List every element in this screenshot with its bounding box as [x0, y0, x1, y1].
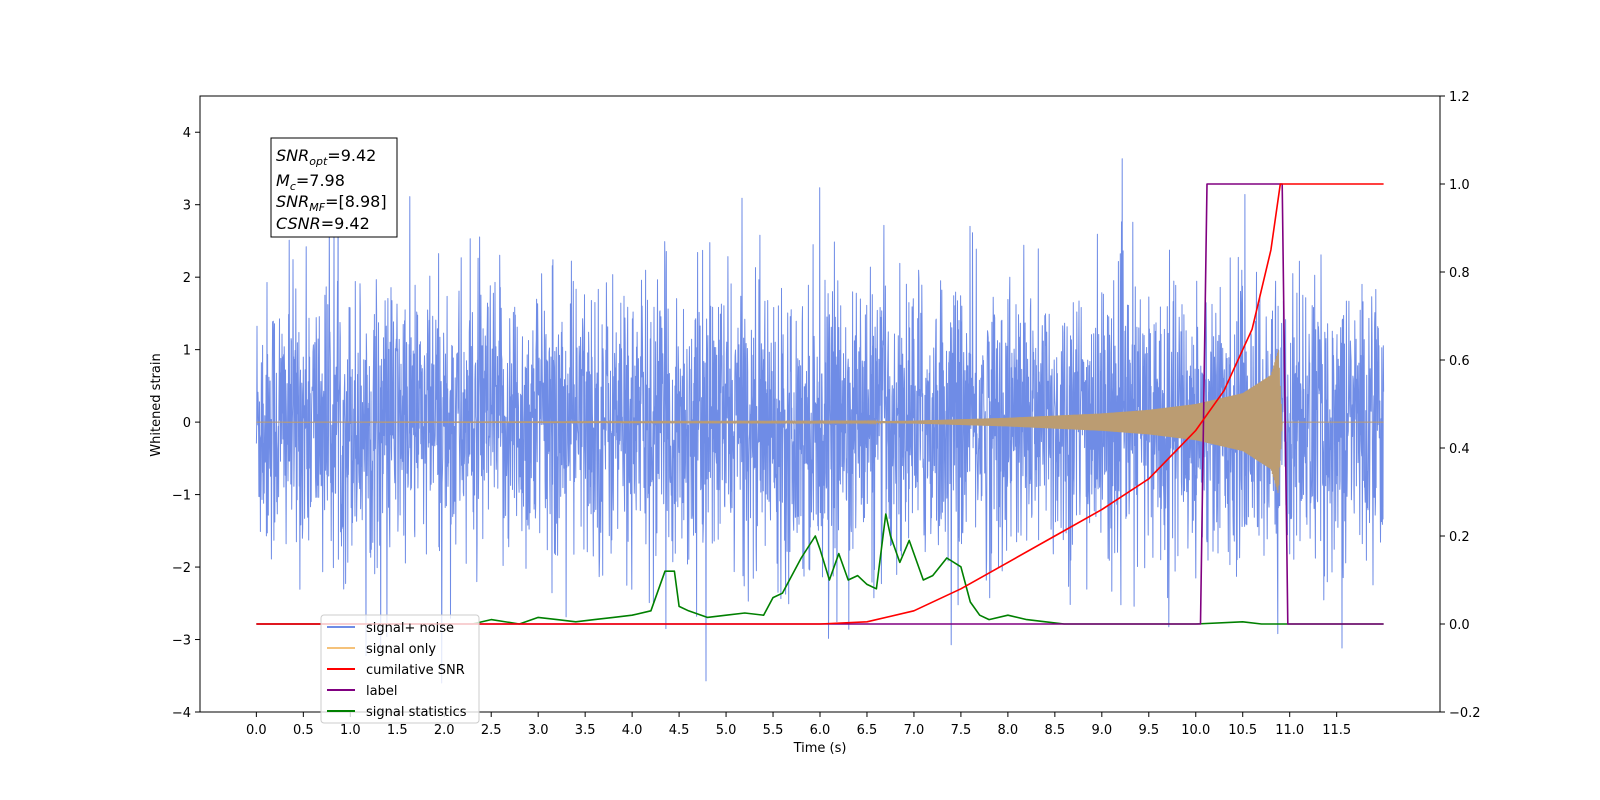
legend-label: cumilative SNR — [366, 663, 465, 678]
x-tick-label: 4.5 — [669, 723, 690, 738]
x-axis-label: Time (s) — [793, 741, 847, 756]
annotation-snr-mf: SNRMF=[8.98] — [276, 192, 387, 214]
x-tick-label: 2.0 — [434, 723, 455, 738]
legend-box — [320, 614, 480, 724]
x-axis: 0.0 0.5 1.0 1.5 2.0 2.5 3.0 3.5 4.0 4.5 5.0 5.5 6.0 6… — [246, 712, 1351, 738]
x-tick-label: 6.0 — [810, 723, 831, 738]
y-left-tick-label: −4 — [172, 706, 191, 721]
y-right-tick-label: 1.0 — [1449, 178, 1470, 193]
x-tick-label: 3.0 — [528, 723, 549, 738]
series-cumulative-snr — [256, 183, 1384, 625]
x-tick-label: 7.0 — [904, 723, 925, 738]
y-left-tick-label: 0 — [183, 416, 191, 431]
legend-label: label — [366, 684, 397, 699]
legend-label: signal+ noise — [366, 621, 454, 636]
legend: signal+ noise signal only cumilative SNR la… — [320, 614, 480, 724]
annotation-box — [270, 137, 398, 238]
x-tick-label: 10.5 — [1228, 723, 1257, 738]
x-tick-label: 8.5 — [1045, 723, 1066, 738]
x-tick-label: 2.5 — [481, 723, 502, 738]
y-axis-label: Whitened strain — [149, 353, 164, 456]
plot-area — [255, 158, 1385, 684]
series-signal-only — [256, 349, 1384, 494]
y-right-tick-label: 0.6 — [1449, 354, 1470, 369]
y-left-tick-label: −2 — [172, 561, 191, 576]
series-label — [256, 183, 1384, 625]
y-left-tick-label: 1 — [183, 344, 191, 359]
legend-label: signal only — [366, 642, 436, 657]
x-tick-label: 1.0 — [340, 723, 361, 738]
x-tick-label: 9.0 — [1091, 723, 1112, 738]
series-signal-statistics — [256, 513, 1384, 625]
series-signal-noise — [255, 158, 1385, 684]
x-tick-label: 10.0 — [1181, 723, 1210, 738]
metrics-annotation: SNRopt=9.42 Mc=7.98 SNRMF=[8.98] CSNR=9.… — [270, 137, 398, 238]
x-tick-label: 5.5 — [763, 723, 784, 738]
x-tick-label: 1.5 — [387, 723, 408, 738]
y-left-tick-label: −3 — [172, 634, 191, 649]
x-tick-label: 11.5 — [1322, 723, 1351, 738]
legend-label: signal statistics — [366, 705, 467, 720]
annotation-csnr: CSNR=9.42 — [276, 214, 370, 233]
y-right-tick-label: 0.0 — [1449, 618, 1470, 633]
y-right-tick-label: −0.2 — [1449, 706, 1481, 721]
x-tick-label: 9.5 — [1138, 723, 1159, 738]
x-tick-label: 0.0 — [246, 723, 267, 738]
y-left-tick-label: −1 — [172, 489, 191, 504]
x-tick-label: 8.0 — [998, 723, 1019, 738]
right-y-axis: −0.2 0.0 0.2 0.4 0.6 0.8 1.0 1.2 — [1440, 90, 1481, 721]
x-tick-label: 6.5 — [857, 723, 878, 738]
x-tick-label: 4.0 — [622, 723, 643, 738]
y-left-tick-label: 3 — [183, 199, 191, 214]
x-tick-label: 7.5 — [951, 723, 972, 738]
y-right-tick-label: 0.2 — [1449, 530, 1470, 545]
y-left-tick-label: 2 — [183, 271, 191, 286]
annotation-mc: Mc=7.98 — [276, 171, 345, 193]
x-tick-label: 5.0 — [716, 723, 737, 738]
y-right-tick-label: 0.8 — [1449, 266, 1470, 281]
annotation-snr-opt: SNRopt=9.42 — [276, 146, 376, 168]
y-right-tick-label: 0.4 — [1449, 442, 1470, 457]
left-y-axis: −4 −3 −2 −1 0 1 2 3 4 — [172, 126, 200, 721]
y-right-tick-label: 1.2 — [1449, 90, 1470, 105]
x-tick-label: 11.0 — [1275, 723, 1304, 738]
x-tick-label: 0.5 — [293, 723, 314, 738]
x-tick-label: 3.5 — [575, 723, 596, 738]
y-left-tick-label: 4 — [183, 126, 191, 141]
